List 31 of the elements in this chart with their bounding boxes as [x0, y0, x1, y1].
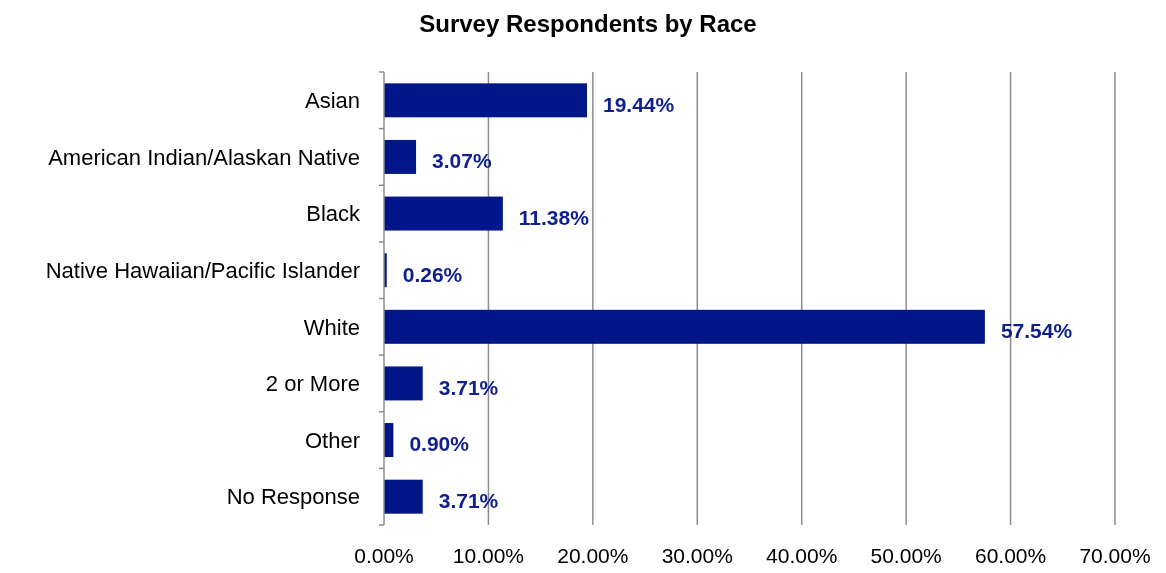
y-tick-label: Other	[304, 427, 360, 453]
bar	[384, 309, 985, 344]
data-label: 19.44%	[603, 92, 675, 116]
y-tick-label: White	[303, 314, 360, 340]
x-tick-label: 60.00%	[974, 544, 1047, 567]
y-tick-label: American Indian/Alaskan Native	[48, 144, 360, 170]
x-tick-label: 20.00%	[557, 544, 629, 567]
data-label: 3.71%	[438, 489, 499, 513]
y-tick-label: Native Hawaiian/Pacific Islander	[45, 257, 360, 283]
x-tick-label: 40.00%	[766, 544, 838, 567]
bar	[384, 139, 417, 174]
x-tick-label: 50.00%	[870, 544, 942, 567]
data-label: 3.71%	[438, 375, 499, 399]
x-tick-label: 0.00%	[354, 544, 414, 567]
y-tick-label: Black	[306, 201, 361, 227]
data-label: 0.26%	[402, 262, 463, 286]
x-tick-label: 70.00%	[1079, 544, 1151, 567]
bar	[384, 366, 423, 401]
x-tick-label: 10.00%	[452, 544, 525, 567]
bar	[384, 83, 588, 118]
data-label: 0.90%	[409, 432, 470, 456]
y-tick-label: Asian	[304, 88, 360, 114]
chart-title: Survey Respondents by Race	[419, 10, 757, 37]
y-tick-label: 2 or More	[265, 371, 360, 397]
bar	[384, 479, 423, 514]
y-tick-label: No Response	[226, 484, 360, 510]
data-label: 3.07%	[432, 149, 492, 173]
x-tick-label: 30.00%	[661, 544, 733, 567]
bar	[384, 196, 503, 231]
data-label: 11.38%	[518, 205, 590, 229]
data-label: 57.54%	[1000, 319, 1073, 343]
